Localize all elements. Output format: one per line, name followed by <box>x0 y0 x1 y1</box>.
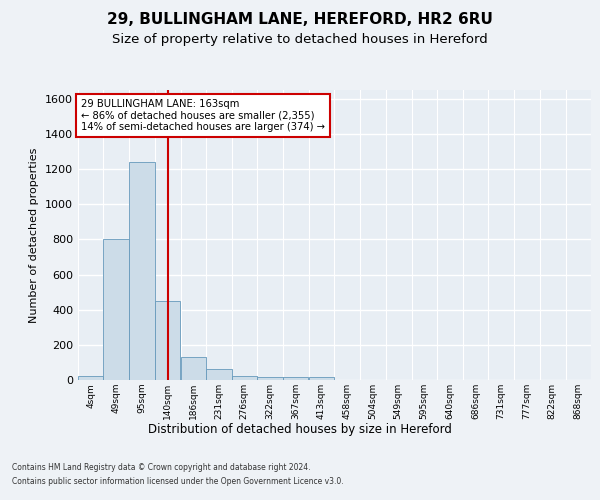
Bar <box>78 376 103 380</box>
Y-axis label: Number of detached properties: Number of detached properties <box>29 148 40 322</box>
Text: 29, BULLINGHAM LANE, HEREFORD, HR2 6RU: 29, BULLINGHAM LANE, HEREFORD, HR2 6RU <box>107 12 493 28</box>
Text: Distribution of detached houses by size in Hereford: Distribution of detached houses by size … <box>148 422 452 436</box>
Bar <box>155 301 180 380</box>
Bar <box>103 240 129 380</box>
Bar <box>257 378 283 380</box>
Text: Contains HM Land Registry data © Crown copyright and database right 2024.: Contains HM Land Registry data © Crown c… <box>12 464 311 472</box>
Bar <box>232 376 257 380</box>
Bar <box>130 162 155 380</box>
Text: Size of property relative to detached houses in Hereford: Size of property relative to detached ho… <box>112 32 488 46</box>
Bar <box>309 378 334 380</box>
Bar <box>181 357 206 380</box>
Bar <box>283 378 308 380</box>
Text: 29 BULLINGHAM LANE: 163sqm
← 86% of detached houses are smaller (2,355)
14% of s: 29 BULLINGHAM LANE: 163sqm ← 86% of deta… <box>80 98 325 132</box>
Bar <box>206 370 232 380</box>
Text: Contains public sector information licensed under the Open Government Licence v3: Contains public sector information licen… <box>12 477 344 486</box>
